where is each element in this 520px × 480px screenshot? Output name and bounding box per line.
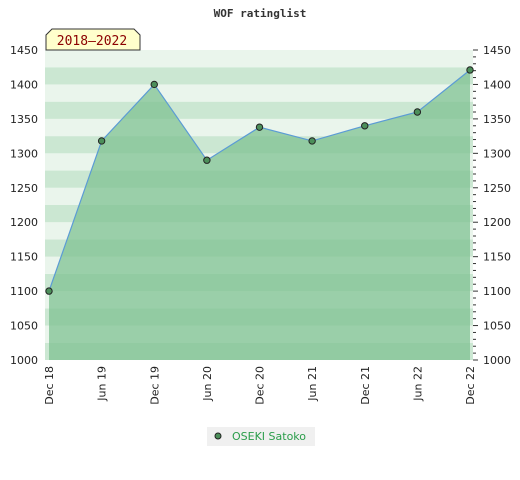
x-tick-label: Dec 21 — [359, 366, 372, 405]
data-point — [361, 122, 369, 130]
badge-label: 2018–2022 — [57, 34, 127, 49]
legend-box — [207, 427, 315, 446]
badge-shape — [45, 28, 141, 51]
y-tick-label: 1050 — [483, 320, 511, 333]
chart-title: WOF ratinglist — [214, 7, 307, 20]
legend-label: OSEKI Satoko — [232, 430, 306, 443]
data-markers — [45, 66, 474, 295]
x-tick-label: Dec 20 — [254, 366, 267, 405]
y-tick-label: 1450 — [483, 44, 511, 57]
y-tick-label: 1350 — [483, 113, 511, 126]
data-point — [203, 156, 211, 164]
y-tick-label: 1400 — [483, 78, 511, 91]
y-tick-label: 1000 — [10, 354, 38, 367]
y-tick-label: 1200 — [10, 216, 38, 229]
x-tick-label: Dec 22 — [464, 366, 477, 405]
x-tick-label: Jun 21 — [306, 366, 319, 402]
period-badge: 2018–2022 — [45, 28, 141, 51]
data-point — [97, 137, 106, 145]
y-tick-label: 1150 — [483, 251, 511, 264]
y-tick-label: 1400 — [10, 78, 38, 91]
data-point — [45, 287, 53, 295]
legend-marker — [214, 432, 222, 440]
y-tick-label: 1300 — [483, 147, 511, 160]
background-band — [45, 67, 473, 85]
y-tick-label: 1100 — [483, 285, 511, 298]
y-tick-label: 1300 — [10, 147, 38, 160]
area-fill — [49, 69, 470, 360]
y-axis-left: 1000 1050 1100 1150 1200 1250 1300 1350 1400 1450 — [10, 44, 38, 367]
y-tick-label: 1450 — [10, 44, 38, 57]
y-tick-label: 1250 — [483, 182, 511, 195]
y-tick-label: 1250 — [10, 182, 38, 195]
background-band — [45, 50, 473, 68]
legend[interactable]: OSEKI Satoko — [207, 427, 315, 446]
x-tick-label: Jun 22 — [411, 366, 424, 402]
y-tick-label: 1200 — [483, 216, 511, 229]
x-tick-label: Dec 19 — [148, 366, 161, 405]
y-tick-label: 1000 — [483, 354, 511, 367]
y-tick-label: 1150 — [10, 251, 38, 264]
x-axis: Dec 18 Jun 19 Dec 19 Jun 20 Dec 20 Jun 21 Dec … — [43, 366, 477, 405]
x-tick-label: Dec 18 — [43, 366, 56, 405]
data-point — [413, 108, 422, 116]
y-tick-label: 1350 — [10, 113, 38, 126]
data-point — [308, 137, 316, 145]
data-point — [466, 66, 474, 74]
background-band — [45, 84, 473, 102]
x-tick-label: Jun 20 — [201, 366, 214, 402]
y-tick-label: 1050 — [10, 320, 38, 333]
data-point — [255, 123, 264, 131]
data-point — [150, 80, 158, 89]
y-tick-label: 1100 — [10, 285, 38, 298]
x-tick-label: Jun 19 — [96, 366, 109, 402]
y-axis-right: 1000 1050 1100 1150 1200 1250 1300 1350 1400 1450 — [473, 44, 511, 367]
